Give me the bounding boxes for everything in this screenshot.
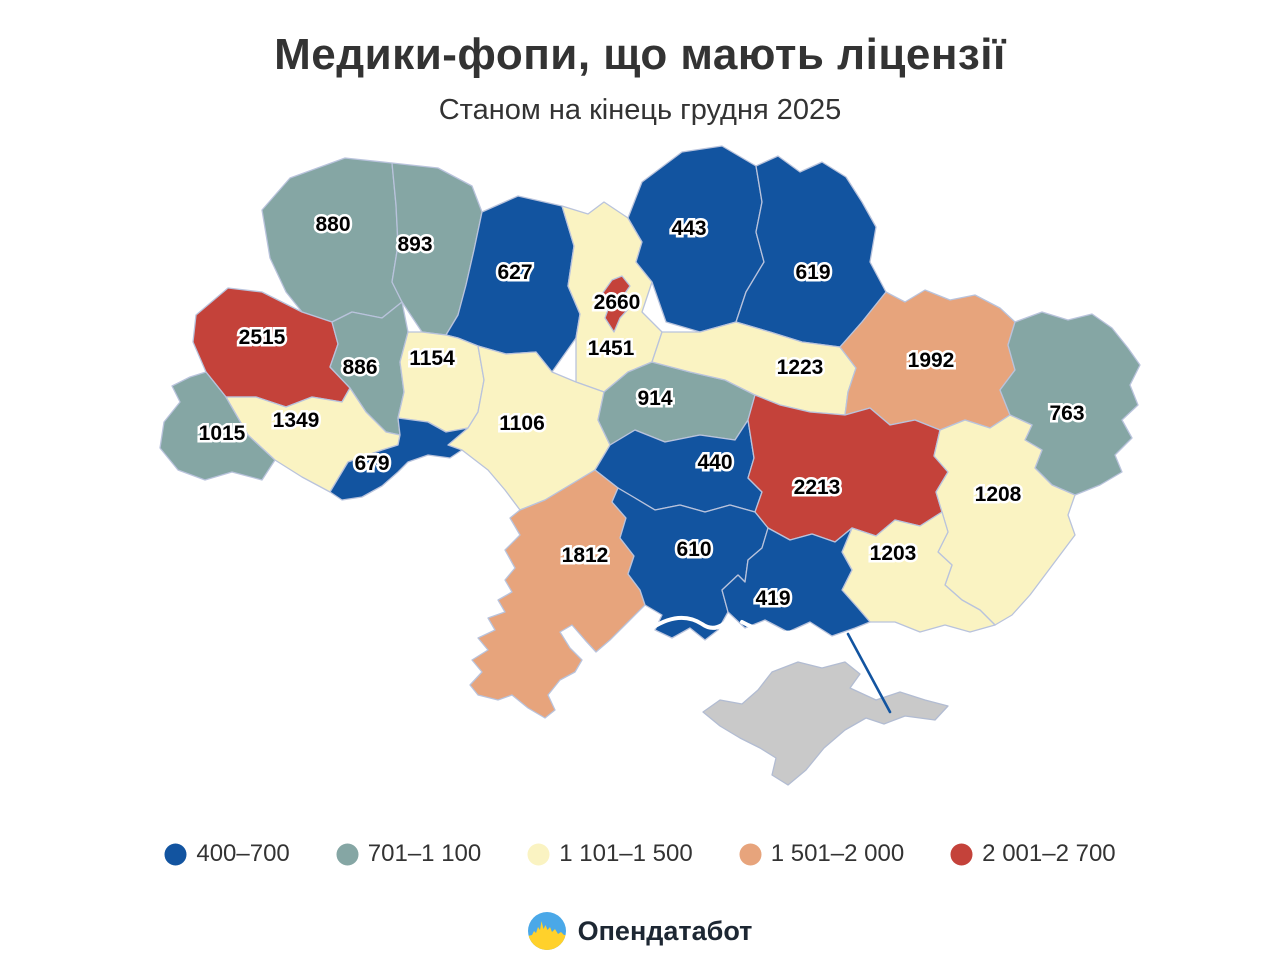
brand-name: Опендатабот xyxy=(577,915,753,946)
legend-item-bin1: 400–700 xyxy=(164,840,290,868)
legend-dot-bin4-icon xyxy=(739,843,762,865)
value-poltava: 1223 xyxy=(777,356,824,379)
dnipro-buh-estuary xyxy=(650,616,732,630)
value-vinnytsia: 1106 xyxy=(499,412,545,435)
value-ternopil: 886 xyxy=(342,356,377,379)
legend-item-bin5: 2 001–2 700 xyxy=(950,840,1116,868)
legend-item-bin2: 701–1 100 xyxy=(336,840,481,868)
legend-dot-bin2-icon xyxy=(336,843,359,865)
region-volyn xyxy=(261,157,403,323)
legend: 400–700 701–1 100 1 101–1 500 1 501–2 00… xyxy=(0,840,1280,868)
value-odesa: 1812 xyxy=(562,544,609,567)
value-khmelnytskyi: 1154 xyxy=(409,347,455,370)
chart-title: Медики-фопи, що мають ліцензії xyxy=(274,30,1006,79)
dnipro-delta xyxy=(740,620,814,635)
value-sumy: 619 xyxy=(795,261,830,284)
value-rivne: 893 xyxy=(397,233,432,256)
legend-dot-bin1-icon xyxy=(164,843,187,865)
value-zhytomyr: 627 xyxy=(497,261,532,284)
legend-dot-bin3-icon xyxy=(527,843,550,865)
value-kyiv-oblast: 1451 xyxy=(588,337,635,360)
value-donetsk: 1208 xyxy=(975,483,1022,506)
brand-footer: Опендатабот xyxy=(0,912,1280,950)
value-ivano-frankivsk: 1349 xyxy=(273,409,320,432)
chart-subtitle: Станом на кінець грудня 2025 xyxy=(438,94,842,126)
legend-item-bin4: 1 501–2 000 xyxy=(739,840,904,868)
value-cherkasy: 914 xyxy=(637,387,672,410)
value-dnipro: 2213 xyxy=(794,476,841,499)
value-mykolaiv: 610 xyxy=(676,538,711,561)
legend-label-bin5: 2 001–2 700 xyxy=(982,840,1116,867)
value-chernivtsi: 679 xyxy=(354,452,389,475)
chart-header: Медики-фопи, що мають ліцензії Станом на… xyxy=(0,30,1280,127)
legend-dot-bin5-icon xyxy=(950,843,973,865)
region-kherson xyxy=(721,527,871,637)
value-luhansk: 763 xyxy=(1049,402,1084,425)
opendatabot-logo-icon xyxy=(527,912,566,950)
legend-label-bin4: 1 501–2 000 xyxy=(770,840,905,867)
value-kharkiv: 1992 xyxy=(908,349,955,372)
value-kirovohrad: 440 xyxy=(697,451,732,474)
value-kyiv-city: 2660 xyxy=(594,291,641,314)
legend-item-bin3: 1 101–1 500 xyxy=(527,840,693,868)
legend-label-bin2: 701–1 100 xyxy=(367,840,482,867)
value-kherson: 419 xyxy=(755,587,790,610)
region-mykolaiv xyxy=(611,487,769,641)
value-zakarpattia: 1015 xyxy=(199,422,246,445)
value-zaporizhzhia: 1203 xyxy=(870,542,917,565)
legend-label-bin3: 1 101–1 500 xyxy=(559,840,693,867)
region-value-labels: 880 893 627 443 619 2660 1451 2515 886 1… xyxy=(196,211,1087,613)
region-chernivtsi xyxy=(329,417,469,501)
value-volyn: 880 xyxy=(315,213,350,236)
value-lviv: 2515 xyxy=(239,326,286,349)
value-chernihiv: 443 xyxy=(671,217,706,240)
legend-label-bin1: 400–700 xyxy=(196,840,290,867)
region-crimea xyxy=(702,661,949,786)
region-kyiv-city xyxy=(601,275,632,333)
arabat-spit xyxy=(846,632,892,714)
